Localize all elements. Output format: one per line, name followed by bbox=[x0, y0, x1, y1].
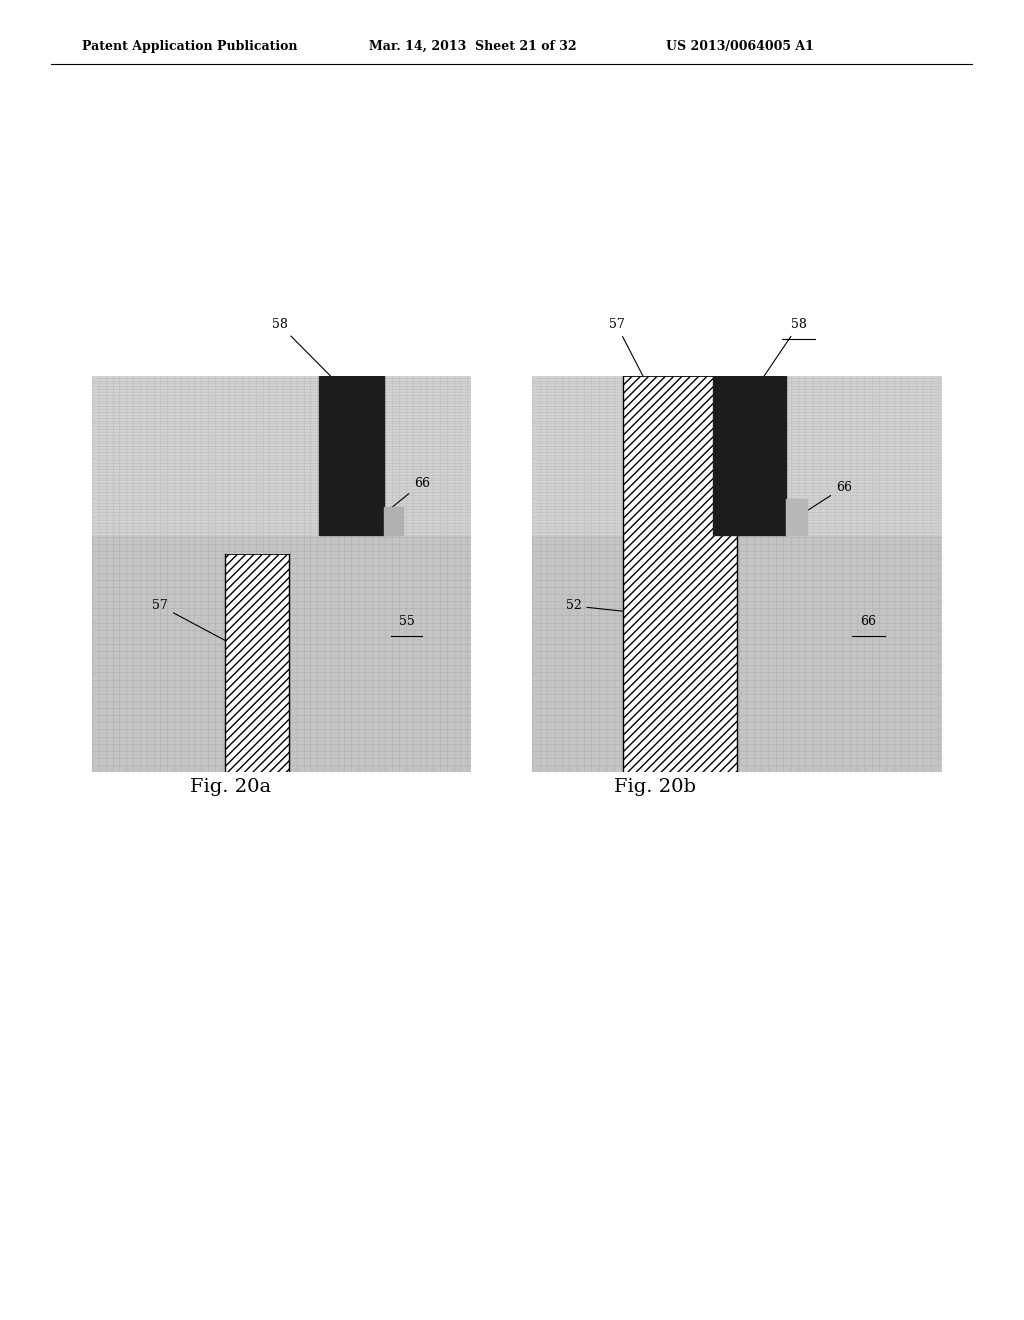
Text: 57: 57 bbox=[153, 599, 247, 652]
Text: 52: 52 bbox=[565, 599, 644, 614]
Text: Fig. 20b: Fig. 20b bbox=[614, 777, 696, 796]
Text: Patent Application Publication: Patent Application Publication bbox=[82, 40, 297, 53]
Bar bbox=[786, 499, 807, 535]
Text: 66: 66 bbox=[390, 477, 430, 510]
Polygon shape bbox=[623, 376, 737, 772]
Text: US 2013/0064005 A1: US 2013/0064005 A1 bbox=[666, 40, 813, 53]
Bar bbox=[532, 376, 942, 535]
Bar bbox=[384, 507, 402, 535]
Text: Fig. 20a: Fig. 20a bbox=[189, 777, 271, 796]
Text: 66: 66 bbox=[860, 615, 877, 628]
Text: 57: 57 bbox=[608, 318, 667, 421]
Text: 58: 58 bbox=[739, 318, 807, 413]
Text: 66: 66 bbox=[797, 480, 852, 517]
Bar bbox=[92, 376, 471, 535]
Polygon shape bbox=[225, 554, 289, 772]
Text: Mar. 14, 2013  Sheet 21 of 32: Mar. 14, 2013 Sheet 21 of 32 bbox=[369, 40, 577, 53]
Bar bbox=[713, 376, 786, 535]
Text: 58: 58 bbox=[271, 318, 333, 379]
Bar bbox=[319, 376, 384, 535]
Text: 55: 55 bbox=[398, 615, 415, 628]
